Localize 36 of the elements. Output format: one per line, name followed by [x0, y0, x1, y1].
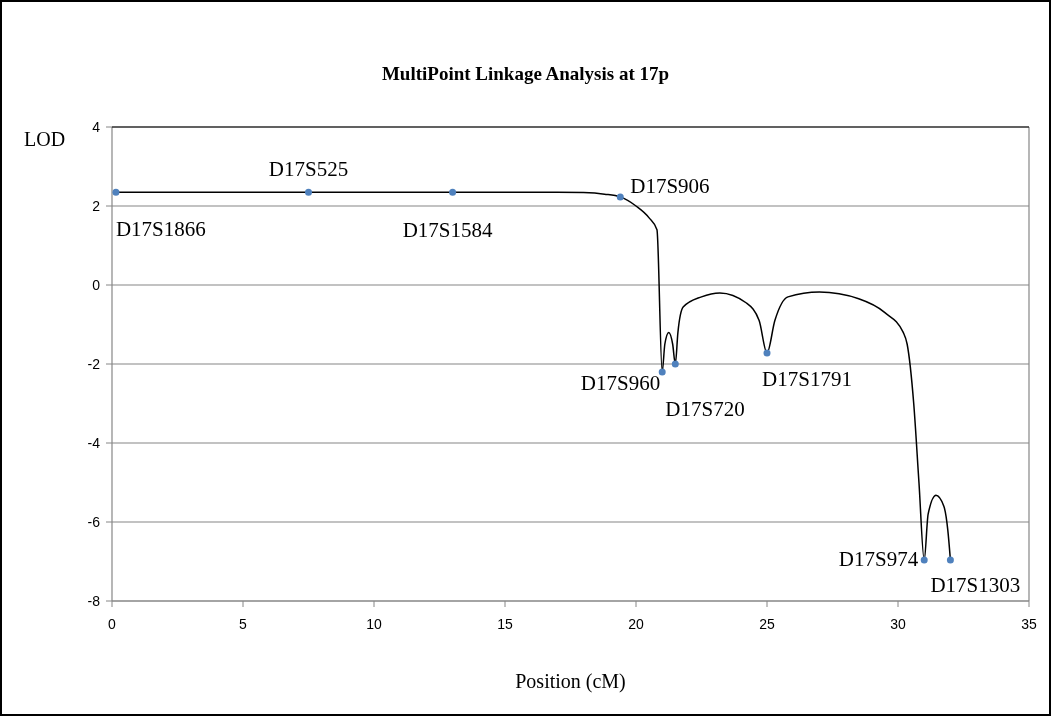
point	[671, 360, 679, 368]
point	[112, 188, 120, 196]
x-tick-label: 20	[628, 616, 644, 632]
y-tick-label: -6	[87, 513, 101, 530]
y-tick-label: 4	[92, 118, 101, 135]
annotation: D17S1866	[115, 217, 206, 242]
y-tick-label: -8	[87, 592, 101, 609]
chart-title: MultiPoint Linkage Analysis at 17p	[381, 63, 670, 84]
annotation: D17S525	[268, 157, 349, 182]
x-tick-label: 15	[497, 616, 513, 632]
x-tick-label: 30	[890, 616, 906, 632]
x-tick-label: 25	[759, 616, 775, 632]
point	[305, 188, 312, 196]
annotation: D17S1791	[762, 366, 852, 391]
annotation: D17S974	[838, 546, 919, 571]
y-tick-label: 0	[92, 276, 101, 293]
x-tick-label: 5	[239, 616, 248, 632]
point	[616, 193, 624, 201]
x-axis-title: Position (cM)	[515, 670, 626, 693]
annotation: D17S960	[580, 370, 661, 395]
y-tick-label: -2	[87, 355, 101, 372]
annotation: D17S1584	[402, 218, 494, 243]
y-axis-title: LOD	[24, 128, 66, 150]
annotation: D17S1303	[930, 572, 1021, 597]
point	[946, 556, 954, 564]
annotation: D17S906	[630, 173, 710, 198]
y-tick-label: 2	[92, 197, 101, 214]
point	[920, 556, 928, 564]
x-tick-label: 10	[366, 616, 382, 632]
x-tick-label: 0	[108, 616, 117, 632]
annotation: D17S720	[665, 397, 745, 421]
point	[763, 349, 771, 357]
point	[449, 188, 457, 196]
x-tick-label: 35	[1021, 616, 1037, 632]
point	[658, 368, 666, 376]
y-tick-label: -4	[87, 434, 101, 451]
